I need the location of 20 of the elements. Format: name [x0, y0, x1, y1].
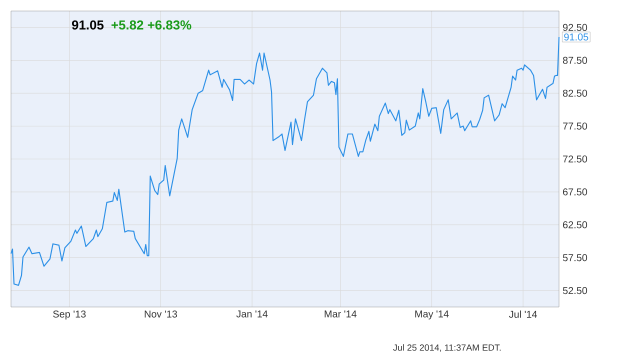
y-tick-label: 52.50: [562, 287, 588, 294]
x-tick-label: Mar '14: [324, 310, 357, 318]
y-tick-label: 67.50: [563, 188, 588, 196]
annotation: 91.05: [564, 33, 588, 41]
y-tick-label: 72.50: [563, 155, 588, 163]
x-tick-label: Nov '13: [144, 310, 178, 318]
x-tick-label: Jan '14: [236, 310, 268, 318]
y-tick-label: 57.50: [562, 254, 588, 262]
x-tick-label: Sep '13: [53, 310, 86, 320]
y-tick-label: 92.50: [563, 24, 588, 31]
x-tick-label: Jul '14: [508, 310, 538, 318]
text: +5.82 +6.83%: [112, 20, 192, 30]
x-tick-label: May '14: [415, 310, 449, 320]
y-tick-label: 87.50: [562, 56, 588, 64]
y-tick-label: 82.50: [562, 90, 588, 97]
line-series: [10, 36, 560, 286]
y-tick-label: 77.50: [563, 122, 588, 130]
text: 91.05: [72, 20, 104, 30]
text: Jul 25 2014, 11:37AM EDT.: [393, 344, 501, 352]
y-tick-label: 62.50: [563, 221, 588, 228]
